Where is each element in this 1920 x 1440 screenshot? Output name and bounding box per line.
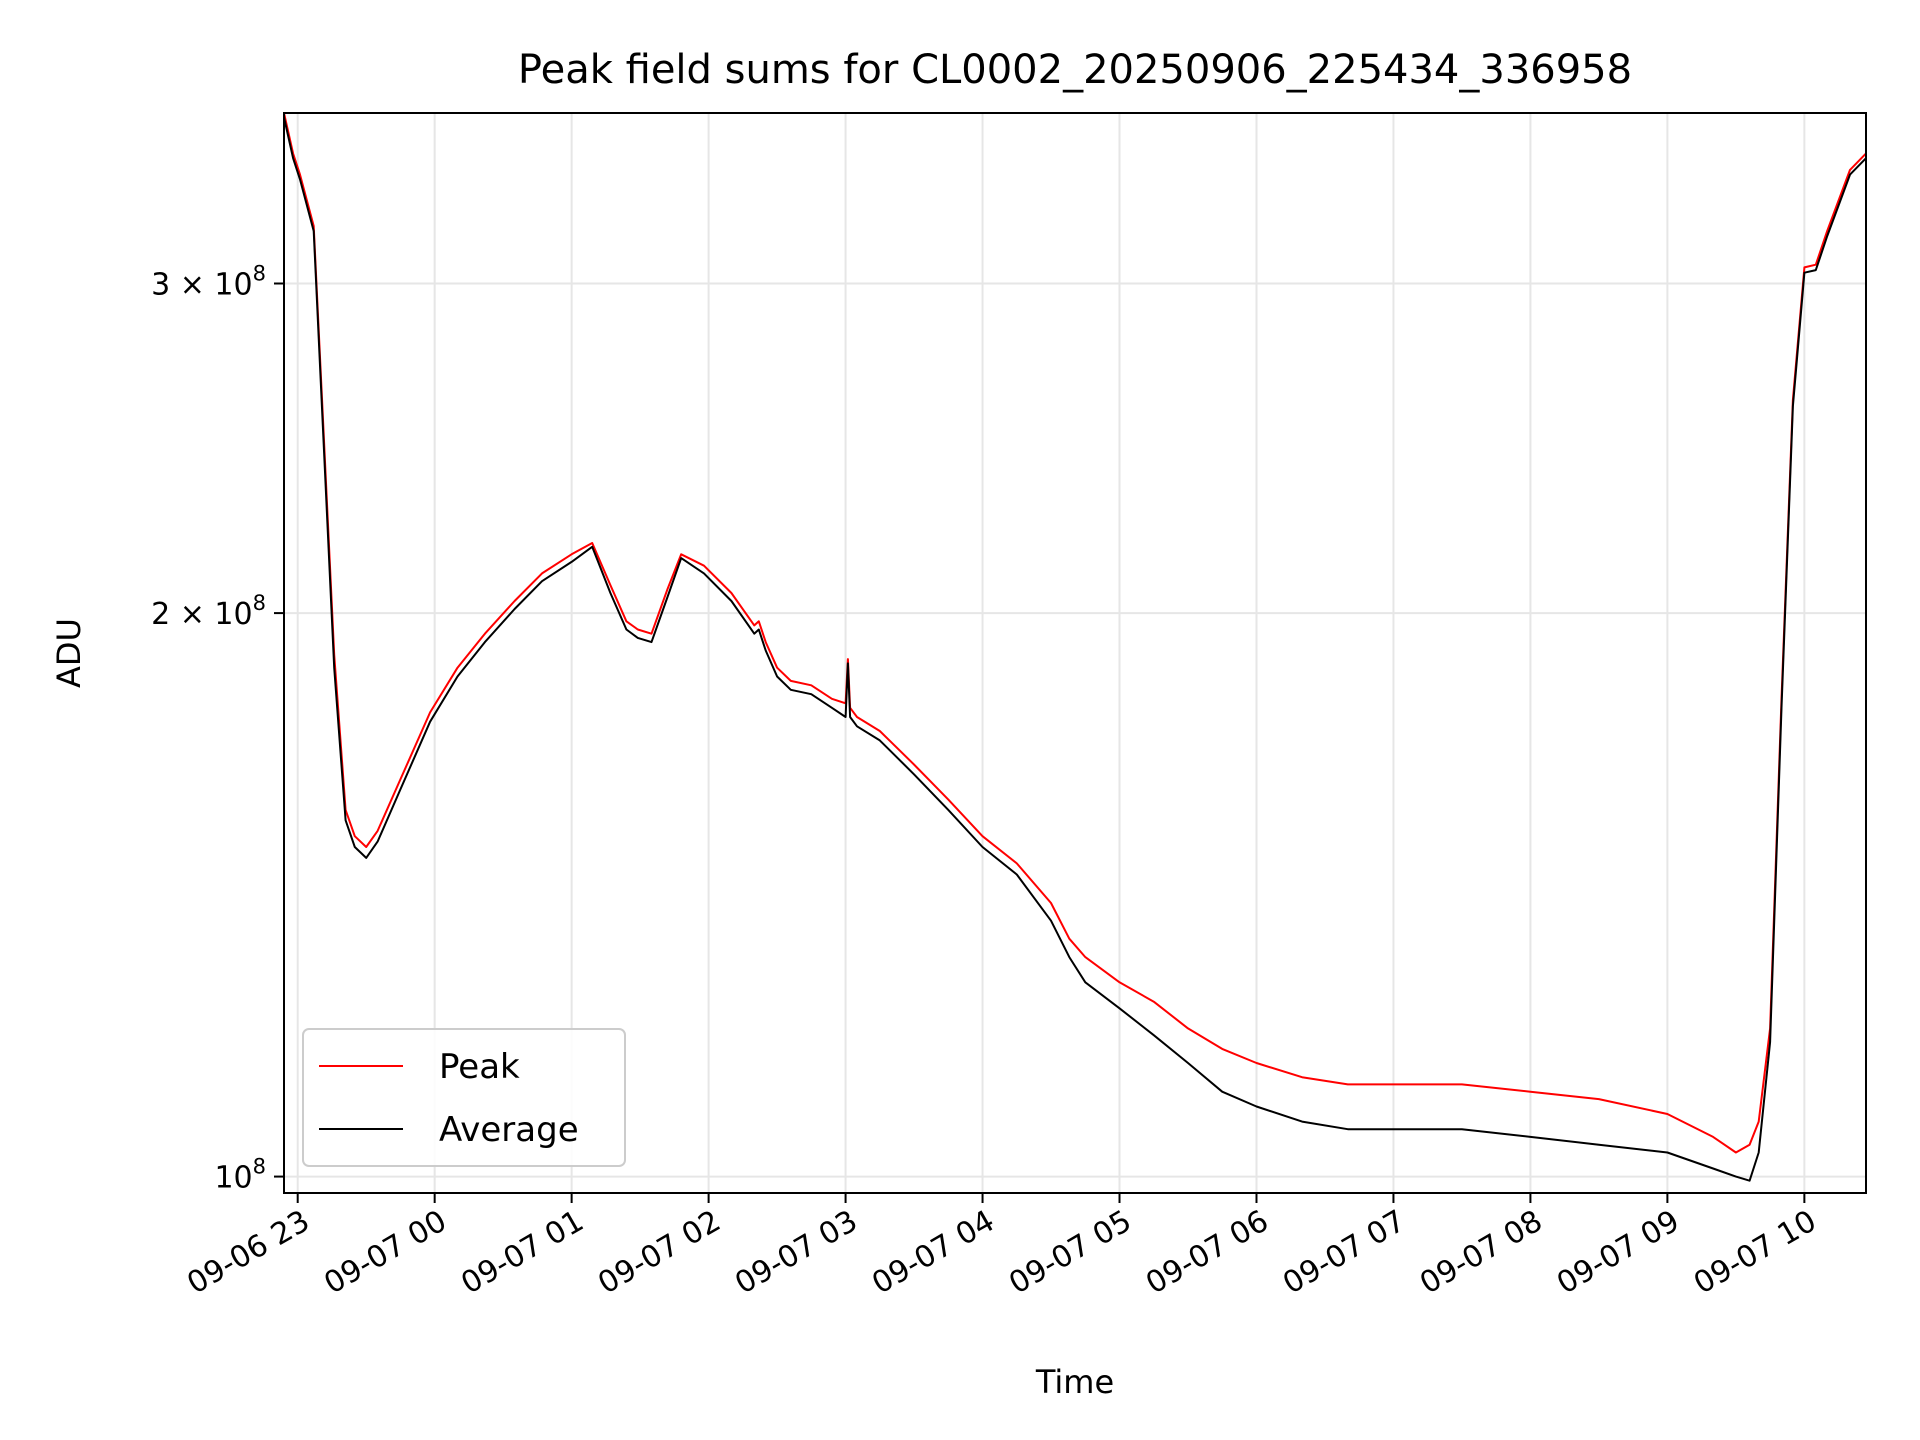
y-tick-label: 2 × 108 xyxy=(151,591,266,632)
legend-box xyxy=(302,1028,626,1167)
x-axis-title: Time xyxy=(1035,1363,1114,1401)
legend: Peak Average xyxy=(302,1028,626,1167)
series-line-average xyxy=(284,117,1866,1182)
series-line-peak xyxy=(284,113,1866,1154)
legend-label: Peak xyxy=(439,1047,520,1087)
plot-frame xyxy=(283,112,1867,1194)
legend-label: Average xyxy=(439,1110,579,1150)
series-lines xyxy=(284,113,1866,1182)
y-axis-title: ADU xyxy=(50,618,88,688)
y-tick-label: 108 xyxy=(214,1155,266,1196)
grid xyxy=(284,113,1866,1193)
chart-title: Peak field sums for CL0002_20250906_2254… xyxy=(518,47,1632,93)
y-tick-label: 3 × 108 xyxy=(151,261,266,302)
